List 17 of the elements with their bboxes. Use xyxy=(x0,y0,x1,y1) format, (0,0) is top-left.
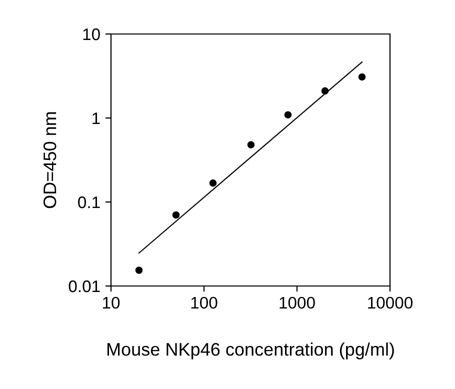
x-tick-label: 10000 xyxy=(368,296,413,309)
y-tick-label: 1 xyxy=(92,112,100,124)
point xyxy=(209,179,217,187)
point xyxy=(172,211,180,219)
point xyxy=(321,87,329,95)
x-tick-label: 1000 xyxy=(280,296,315,309)
x-axis-title: Mouse NKp46 concentration (pg/ml) xyxy=(107,342,394,360)
y-tick-label: 10 xyxy=(83,28,100,40)
point xyxy=(247,141,255,148)
x-tick-label: 10 xyxy=(103,296,120,309)
y-tick-label: 0.01 xyxy=(68,280,100,292)
point xyxy=(284,111,292,118)
y-axis-title: OD=450 nm xyxy=(43,112,56,208)
y-tick-label: 0.1 xyxy=(78,196,100,208)
point xyxy=(358,73,366,81)
x-tick-label: 100 xyxy=(191,296,218,309)
point xyxy=(135,266,143,274)
